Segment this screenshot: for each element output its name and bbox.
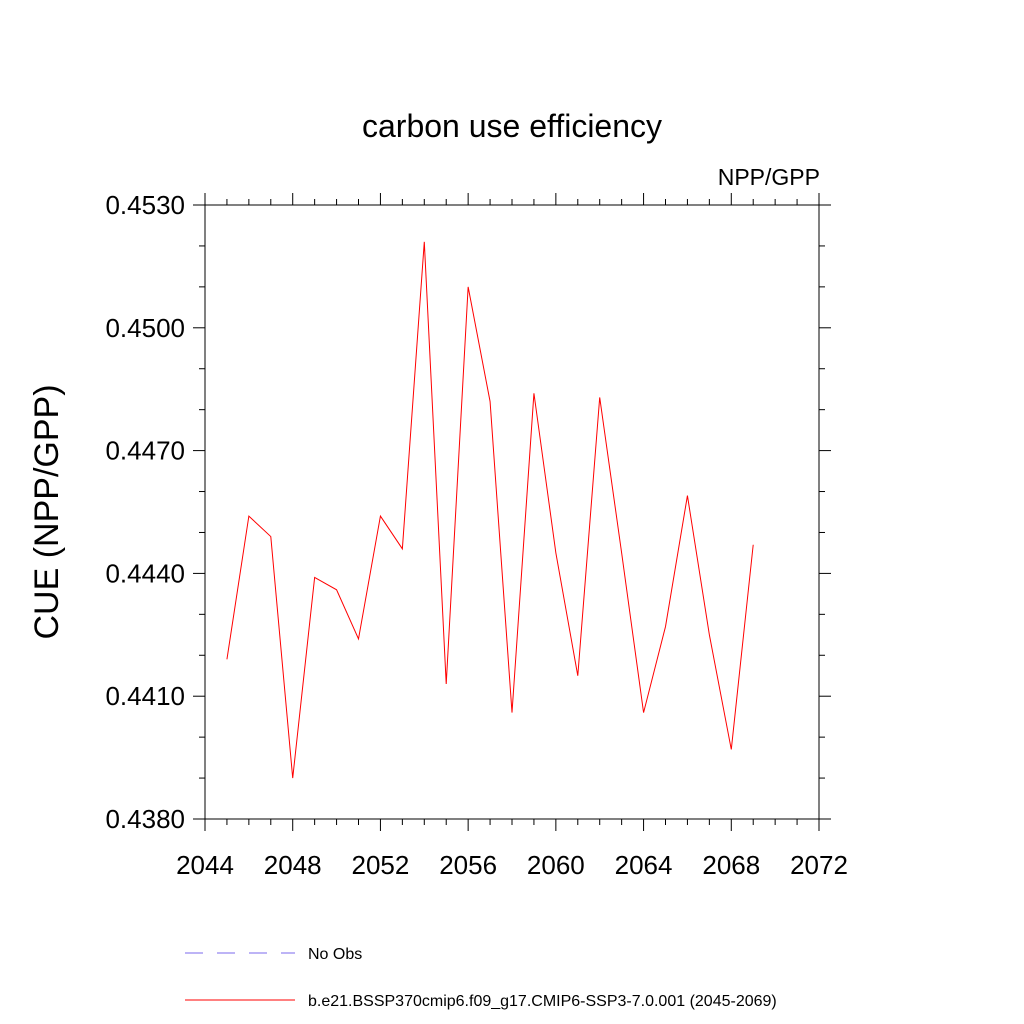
y-axis-label: CUE (NPP/GPP) <box>28 384 66 639</box>
y-tick-label: 0.4380 <box>105 804 185 834</box>
y-tick-label: 0.4500 <box>105 313 185 343</box>
series-layer <box>226 241 754 779</box>
x-tick-label: 2068 <box>702 850 760 880</box>
x-tick-label: 2044 <box>176 850 234 880</box>
axis-tick-labels: 2044 2048 2052 2056 2060 2064 2068 2072 0.4380 0.… <box>105 190 847 880</box>
x-tick-label: 2048 <box>264 850 322 880</box>
y-tick-label: 0.4440 <box>105 558 185 588</box>
x-tick-label: 2052 <box>352 850 410 880</box>
x-tick-label: 2056 <box>439 850 497 880</box>
y-tick-label: 0.4410 <box>105 681 185 711</box>
legend: No Obs b.e21.BSSP370cmip6.f09_g17.CMIP6-S… <box>185 946 777 1010</box>
chart-subtitle-right: NPP/GPP <box>718 164 820 190</box>
legend-label-1: b.e21.BSSP370cmip6.f09_g17.CMIP6-SSP3-7.… <box>308 993 777 1010</box>
x-tick-label: 2064 <box>615 850 673 880</box>
legend-label-0: No Obs <box>308 946 362 963</box>
y-tick-label: 0.4470 <box>105 436 185 466</box>
series-line-0 <box>226 241 754 779</box>
axis-ticks <box>193 193 831 831</box>
chart-title: carbon use efficiency <box>362 108 662 144</box>
y-tick-label: 0.4530 <box>105 190 185 220</box>
x-tick-label: 2072 <box>790 850 848 880</box>
x-tick-label: 2060 <box>527 850 585 880</box>
